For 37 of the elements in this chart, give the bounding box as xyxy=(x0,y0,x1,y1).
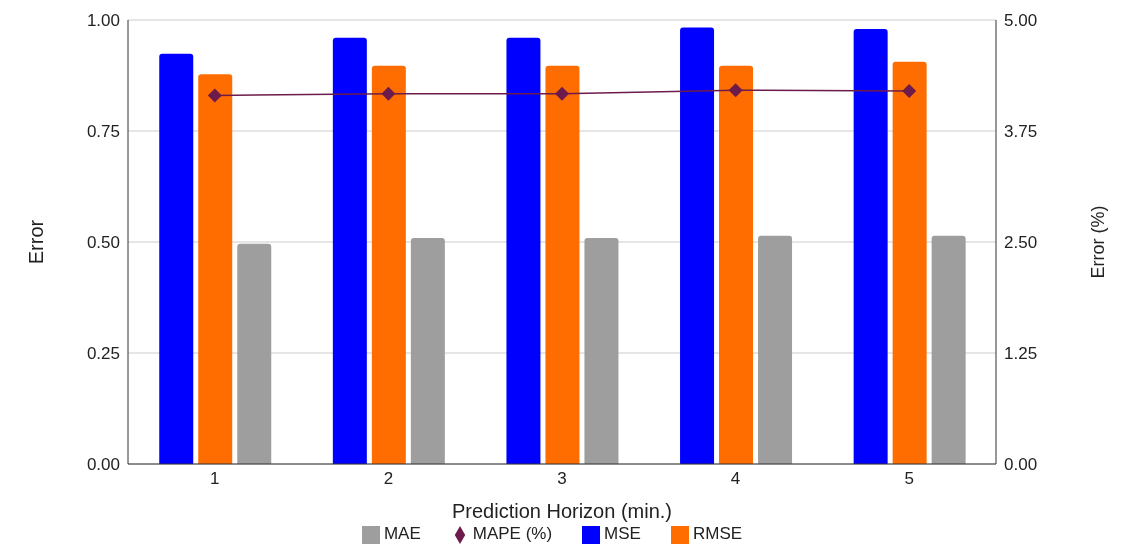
legend-label: RMSE xyxy=(692,524,743,543)
legend-label: MAPE (%) xyxy=(472,524,553,543)
bar xyxy=(410,238,445,464)
y2-tick-label: 2.50 xyxy=(1004,233,1038,253)
y2-tick-label: 1.25 xyxy=(1004,344,1038,364)
y2-tick-label: 0.00 xyxy=(1004,455,1038,475)
legend-label: MAE xyxy=(383,524,421,543)
bar xyxy=(332,37,367,464)
legend-label: MSE xyxy=(604,524,641,543)
bar xyxy=(892,61,927,464)
x-axis-title: Prediction Horizon (min.) xyxy=(451,500,673,522)
y-tick-label: 0.50 xyxy=(86,233,120,253)
bar xyxy=(506,37,541,464)
x-tick-label: 3 xyxy=(557,469,567,489)
y2-tick-label: 5.00 xyxy=(1004,11,1038,31)
bar xyxy=(371,65,406,464)
y2-axis-title: Error (%) xyxy=(1088,205,1109,279)
x-tick-label: 1 xyxy=(210,469,220,489)
y-tick-label: 0.00 xyxy=(86,455,120,475)
y-tick-label: 0.75 xyxy=(86,122,120,142)
bar xyxy=(198,74,233,464)
bar xyxy=(584,238,619,464)
y-tick-label: 1.00 xyxy=(86,11,120,31)
y-tick-label: 0.25 xyxy=(86,344,120,364)
bar xyxy=(545,65,580,464)
bar xyxy=(853,28,888,464)
y2-tick-label: 3.75 xyxy=(1004,122,1038,142)
bar xyxy=(159,53,194,464)
y-axis-title: Error xyxy=(25,219,48,265)
x-tick-label: 2 xyxy=(383,469,394,489)
bar xyxy=(680,27,715,464)
bar xyxy=(237,243,272,464)
bar xyxy=(719,65,754,464)
bar xyxy=(931,235,966,464)
x-tick-label: 4 xyxy=(730,469,741,489)
bar xyxy=(758,235,793,464)
x-tick-label: 5 xyxy=(904,469,914,489)
